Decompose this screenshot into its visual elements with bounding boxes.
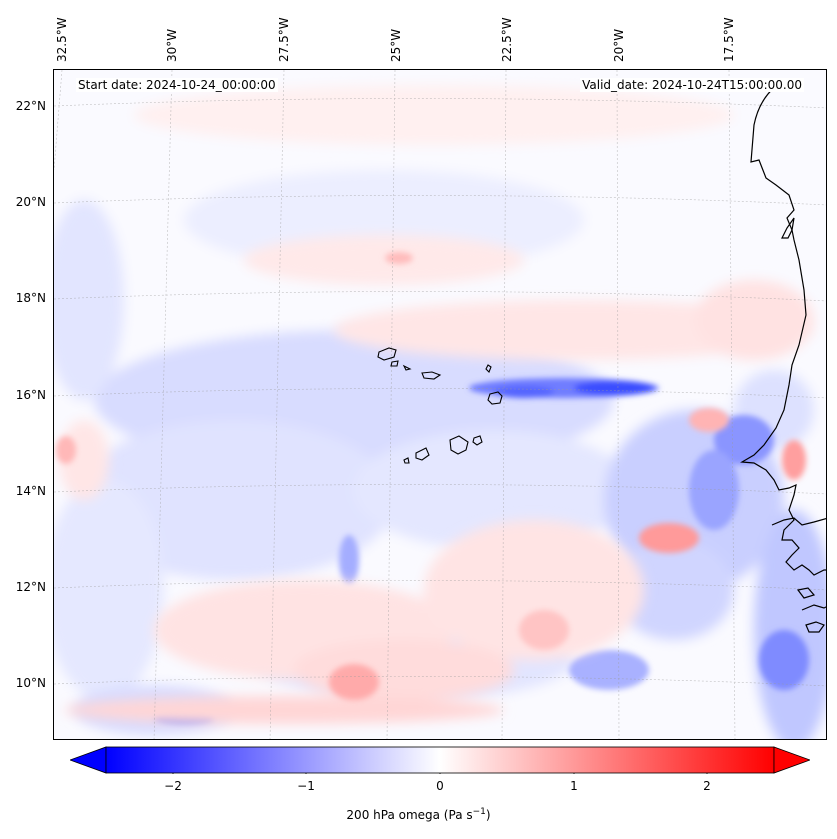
lon-label-32.5W: 32.5°W bbox=[55, 17, 69, 62]
lat-label-14N: 14°N bbox=[15, 484, 46, 498]
valid-date-annotation: Valid_date: 2024-10-24T15:00:00.00 bbox=[580, 78, 804, 92]
lon-label-22.5W: 22.5°W bbox=[500, 17, 514, 62]
map-gridlines bbox=[54, 70, 826, 739]
colorbar-ticks bbox=[172, 773, 708, 774]
colorbar bbox=[70, 746, 810, 774]
lat-label-22N: 22°N bbox=[15, 99, 46, 113]
colorbar-gradient bbox=[105, 746, 775, 774]
colorbar-tick-minus2: −2 bbox=[164, 779, 182, 793]
lon-label-20W: 20°W bbox=[612, 28, 626, 62]
lat-label-18N: 18°N bbox=[15, 291, 46, 305]
colorbar-tick-2: 2 bbox=[703, 779, 711, 793]
lat-label-12N: 12°N bbox=[15, 580, 46, 594]
colorbar-extend-left bbox=[70, 746, 107, 774]
lon-label-30W: 30°W bbox=[165, 28, 179, 62]
coastline bbox=[740, 85, 826, 633]
colorbar-tick-1: 1 bbox=[570, 779, 578, 793]
colorbar-tick-minus1: −1 bbox=[297, 779, 315, 793]
lat-label-16N: 16°N bbox=[15, 388, 46, 402]
omega-map: Start date: 2024-10-24_00:00:00 Valid_da… bbox=[53, 69, 827, 740]
colorbar-extend-right bbox=[773, 746, 810, 774]
omega-red-regions bbox=[59, 85, 814, 724]
colorbar-label: 200 hPa omega (Pa s−1) bbox=[346, 807, 491, 822]
omega-field-svg bbox=[54, 70, 826, 739]
start-date-annotation: Start date: 2024-10-24_00:00:00 bbox=[76, 78, 278, 92]
lat-label-10N: 10°N bbox=[15, 676, 46, 690]
lat-label-20N: 20°N bbox=[15, 195, 46, 209]
lon-label-17.5W: 17.5°W bbox=[722, 17, 736, 62]
cape-verde-islands bbox=[377, 347, 503, 464]
omega-red-spots bbox=[56, 252, 806, 700]
colorbar-tick-0: 0 bbox=[436, 779, 444, 793]
lon-label-27.5W: 27.5°W bbox=[277, 17, 291, 62]
lon-label-25W: 25°W bbox=[389, 28, 403, 62]
